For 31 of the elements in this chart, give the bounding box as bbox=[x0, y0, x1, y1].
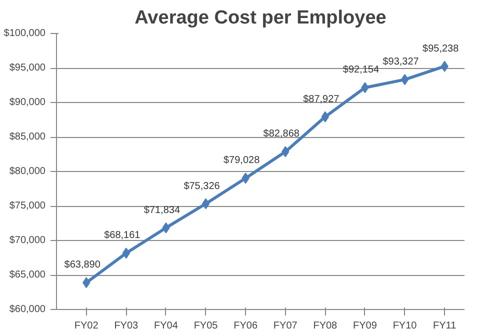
x-tick-label: FY06 bbox=[234, 320, 258, 332]
data-label: $82,868 bbox=[263, 128, 300, 140]
x-tick-label: FY08 bbox=[313, 320, 338, 332]
y-tick-label: $80,000 bbox=[9, 166, 46, 177]
data-label: $79,028 bbox=[224, 155, 260, 166]
y-tick-label: $90,000 bbox=[9, 97, 46, 108]
x-tick-label: FY02 bbox=[74, 320, 99, 332]
x-tick-label: FY03 bbox=[114, 320, 139, 332]
y-tick-label: $60,000 bbox=[9, 304, 46, 315]
x-tick-label: FY05 bbox=[194, 320, 218, 332]
chart-title: Average Cost per Employee bbox=[134, 8, 386, 28]
y-tick-label: $70,000 bbox=[9, 235, 46, 246]
y-tick-label: $95,000 bbox=[9, 62, 46, 74]
data-label: $95,238 bbox=[422, 43, 460, 54]
y-tick-label: $65,000 bbox=[9, 270, 46, 280]
x-tick-label: FY09 bbox=[353, 320, 378, 332]
x-tick-label: FY07 bbox=[273, 320, 298, 332]
point bbox=[202, 198, 210, 210]
x-tick-label: FY10 bbox=[392, 320, 418, 332]
data-label: $71,834 bbox=[144, 204, 180, 216]
data-label: $93,327 bbox=[382, 56, 420, 68]
y-tick-label: $85,000 bbox=[9, 132, 46, 142]
data-label: $68,161 bbox=[104, 230, 141, 242]
point bbox=[321, 111, 330, 122]
x-tick-label: FY04 bbox=[154, 320, 178, 332]
point bbox=[400, 74, 409, 86]
y-tick-label: $75,000 bbox=[9, 200, 46, 212]
data-label: $75,326 bbox=[184, 180, 220, 192]
data-label: $63,890 bbox=[64, 260, 101, 271]
x-tick-label: FY11 bbox=[433, 320, 457, 332]
y-tick-label: $100,000 bbox=[4, 28, 46, 39]
